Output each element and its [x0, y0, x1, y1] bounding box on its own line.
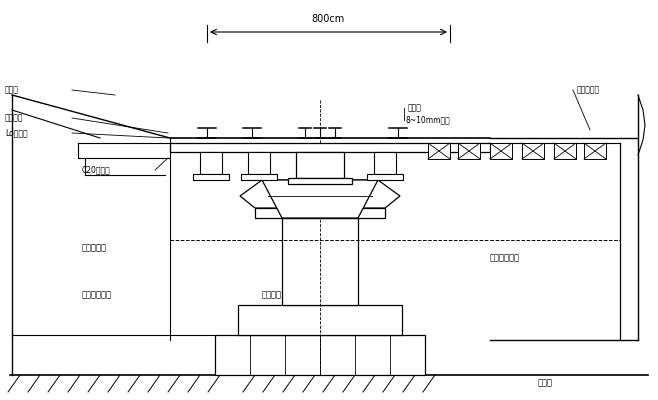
Text: 顶柱支: 顶柱支: [408, 104, 422, 112]
Text: 既有桥墩: 既有桥墩: [262, 290, 282, 300]
Bar: [428, 143, 450, 159]
Bar: [248, 152, 270, 174]
Bar: [458, 143, 480, 159]
Bar: [584, 143, 606, 159]
Bar: [554, 143, 576, 159]
Bar: [215, 335, 425, 375]
Bar: [193, 174, 229, 180]
Text: 荐夯间隔填青: 荐夯间隔填青: [490, 254, 520, 262]
Bar: [170, 143, 490, 152]
Bar: [200, 152, 222, 174]
Polygon shape: [240, 180, 400, 208]
Bar: [238, 305, 402, 335]
Bar: [255, 208, 385, 218]
Text: C20混凝土: C20混凝土: [82, 166, 111, 174]
Text: Lo工字梁: Lo工字梁: [5, 128, 28, 138]
Text: 工述方: 工述方: [538, 378, 553, 388]
Text: 8~10mm钢板: 8~10mm钢板: [406, 116, 451, 124]
Polygon shape: [262, 180, 378, 218]
Bar: [282, 218, 358, 305]
Bar: [367, 174, 403, 180]
Text: 工梁架: 工梁架: [5, 86, 19, 94]
Text: 加密段石青: 加密段石青: [82, 244, 107, 252]
Bar: [374, 152, 396, 174]
Bar: [288, 178, 352, 184]
Bar: [241, 174, 277, 180]
Text: 800cm: 800cm: [311, 14, 345, 24]
Text: 简形支工墙台: 简形支工墙台: [82, 290, 112, 300]
Text: 硬亦木垫板: 硬亦木垫板: [577, 86, 600, 94]
Bar: [296, 152, 344, 178]
Text: 二工字钢: 二工字钢: [5, 114, 24, 122]
Bar: [490, 143, 512, 159]
Bar: [522, 143, 544, 159]
